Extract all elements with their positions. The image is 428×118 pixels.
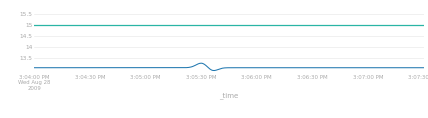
X-axis label: _time: _time — [220, 93, 238, 99]
